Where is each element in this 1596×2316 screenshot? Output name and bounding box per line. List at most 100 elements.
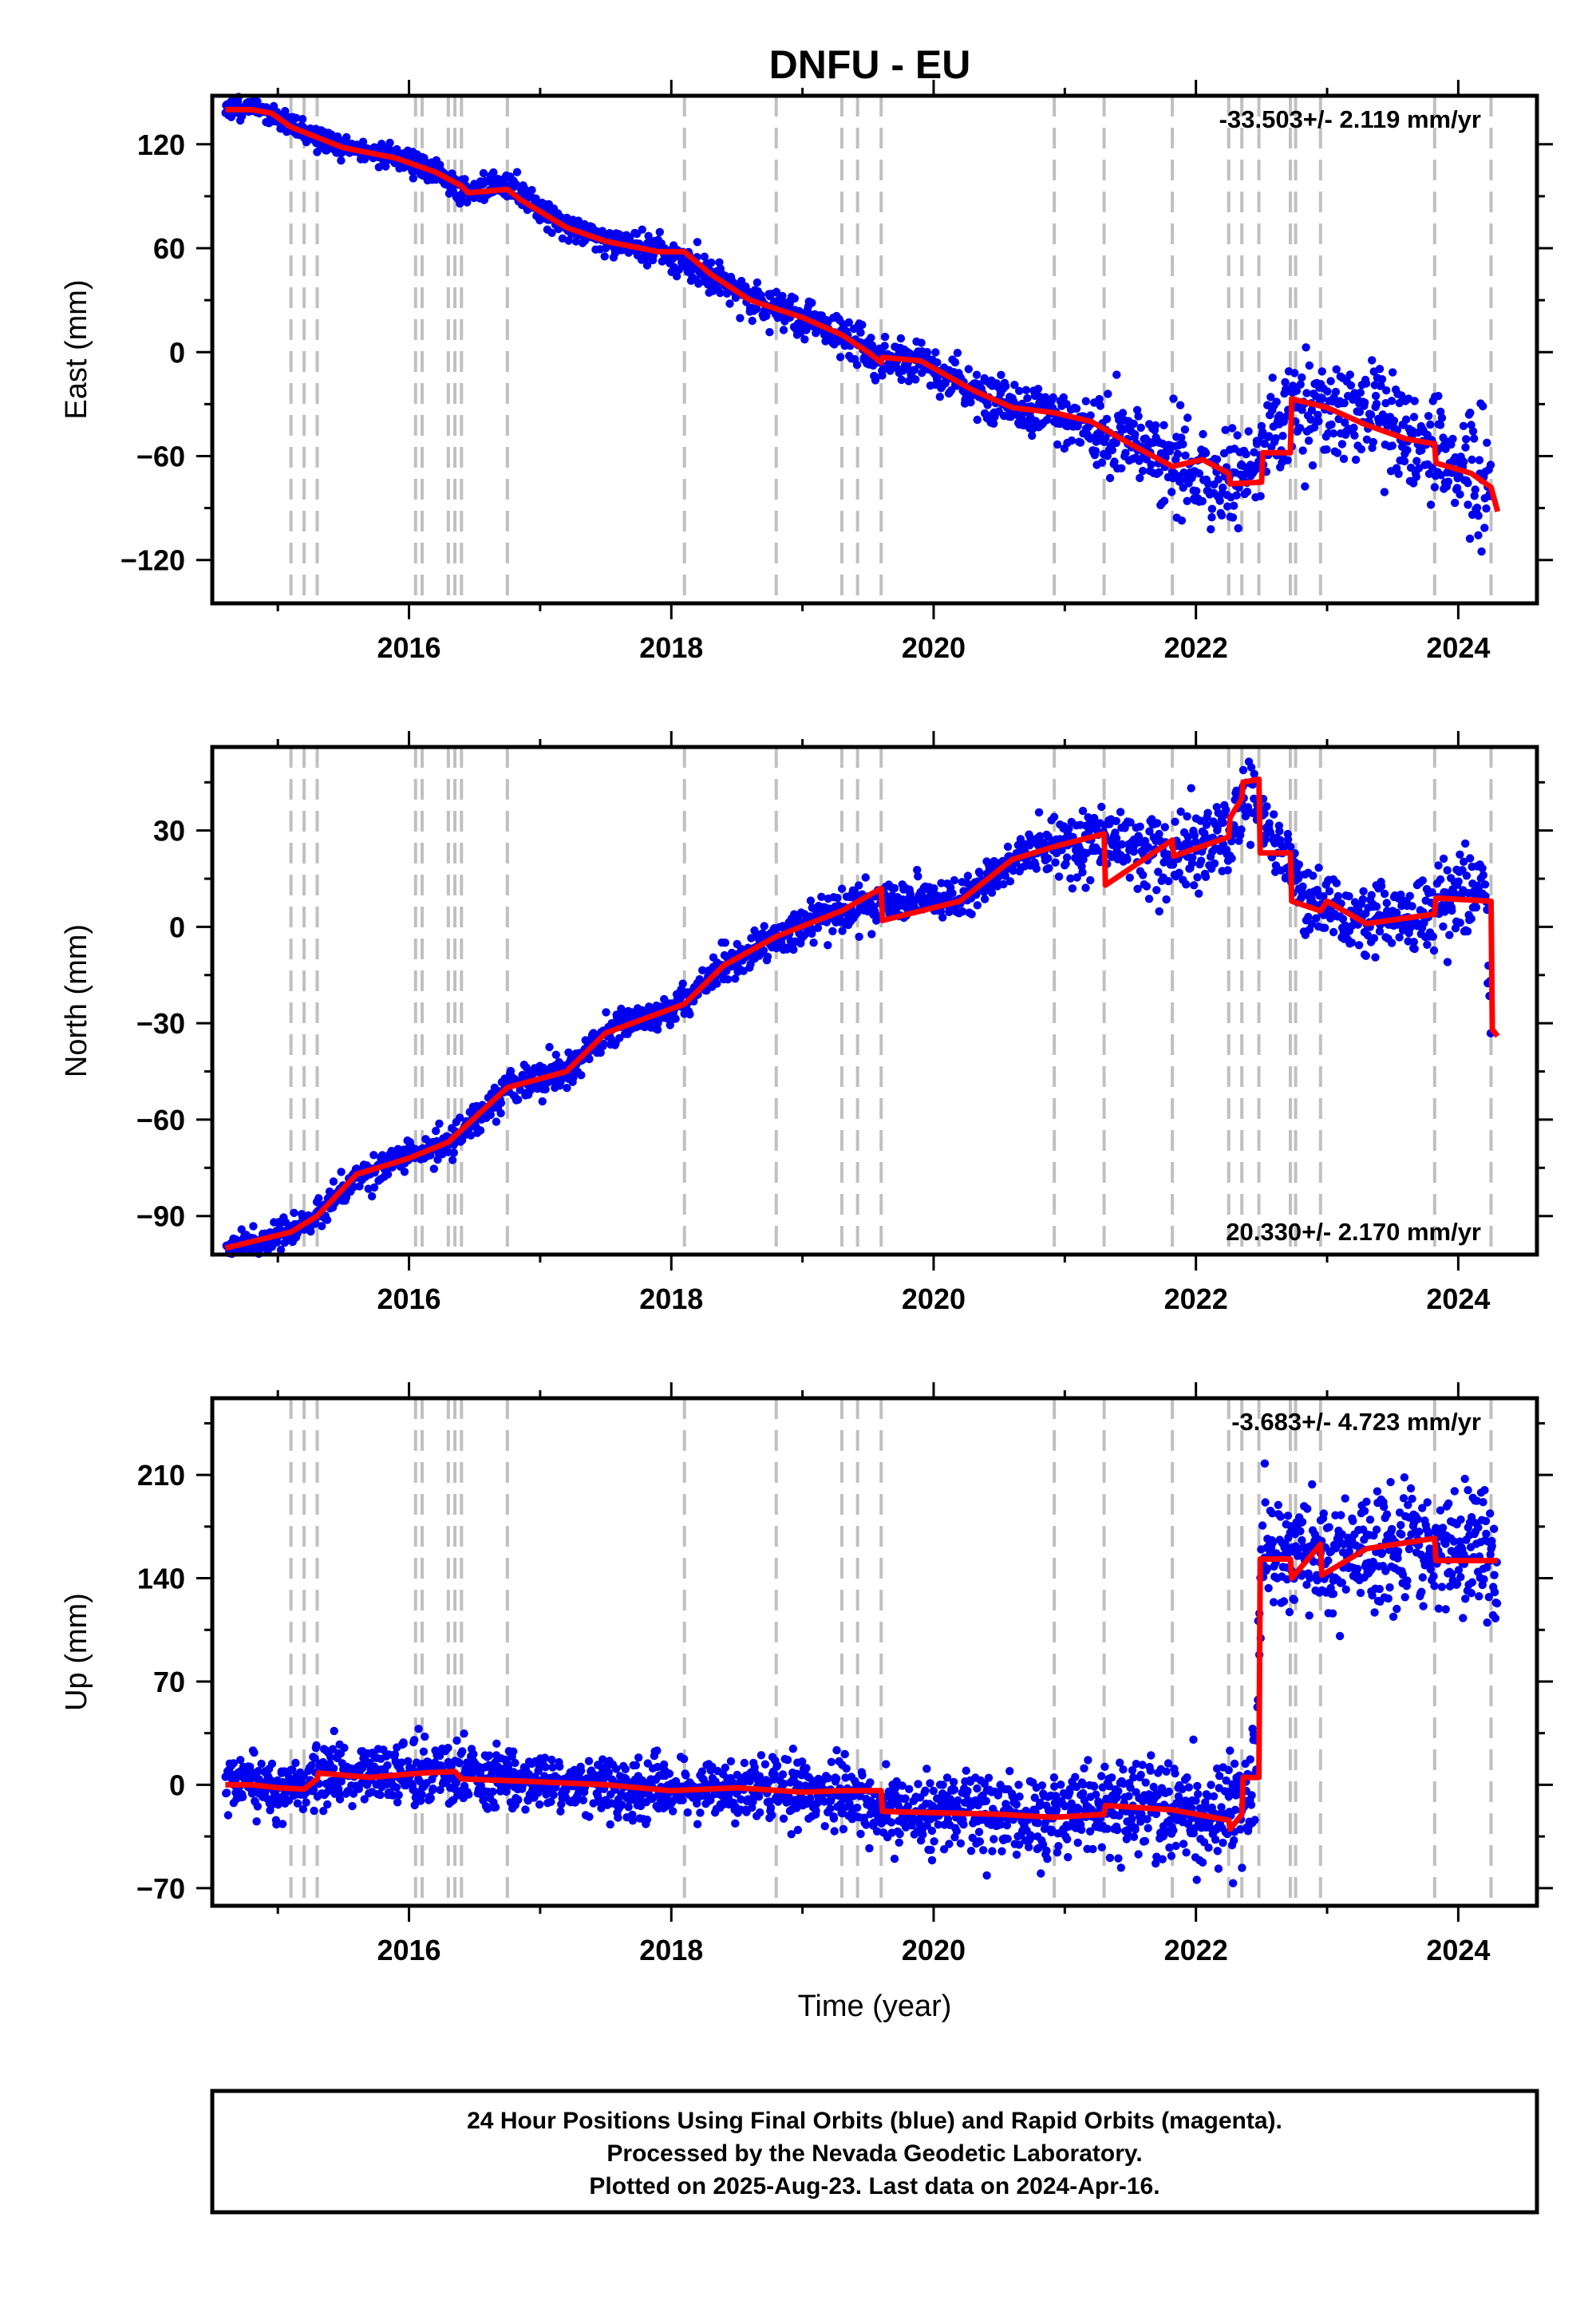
xtick-label-north: 2022 — [1164, 1282, 1228, 1315]
data-point-east — [1228, 424, 1237, 433]
data-point-north — [1034, 808, 1044, 817]
data-point-east — [931, 348, 940, 357]
data-point-east — [1207, 525, 1215, 534]
data-point-north — [1223, 866, 1232, 875]
data-point-east — [337, 156, 346, 165]
data-point-north — [322, 1215, 332, 1224]
data-point-north — [538, 1097, 547, 1106]
data-point-north — [1332, 879, 1341, 887]
data-point-east — [342, 132, 351, 142]
data-point-east — [1242, 450, 1250, 459]
data-point-east — [1483, 438, 1491, 447]
data-point-up — [393, 1798, 402, 1807]
data-point-east — [911, 375, 920, 384]
data-point-east — [753, 278, 762, 287]
data-point-east — [1380, 488, 1389, 496]
data-point-east — [880, 332, 890, 342]
data-point-north — [369, 1151, 378, 1160]
data-point-north — [1480, 880, 1490, 889]
data-point-east — [1228, 513, 1238, 522]
data-point-up — [679, 1754, 689, 1764]
data-point-up — [257, 1759, 266, 1769]
data-point-north — [1201, 872, 1211, 882]
data-point-north — [1222, 805, 1231, 814]
data-point-north — [1062, 853, 1072, 862]
data-point-up — [392, 1783, 401, 1792]
data-point-east — [1010, 381, 1019, 389]
data-point-east — [531, 194, 540, 203]
data-point-east — [460, 175, 469, 184]
data-point-east — [1033, 385, 1043, 393]
data-point-north — [492, 1117, 501, 1126]
data-point-north — [950, 875, 959, 885]
xtick-label-north: 2024 — [1426, 1282, 1490, 1315]
data-point-up — [669, 1807, 678, 1816]
data-point-east — [935, 393, 945, 401]
data-point-up — [772, 1761, 782, 1770]
data-point-up — [535, 1800, 544, 1809]
data-point-north — [1153, 819, 1162, 828]
data-point-north — [1467, 915, 1476, 923]
data-point-north — [1246, 840, 1255, 849]
data-point-north — [833, 894, 842, 903]
data-point-east — [1192, 487, 1201, 496]
data-point-east — [973, 415, 982, 425]
data-point-east — [867, 334, 875, 342]
data-point-north — [1123, 855, 1132, 864]
data-point-north — [1358, 895, 1368, 904]
data-point-east — [897, 375, 906, 385]
data-point-up — [348, 1801, 357, 1811]
data-point-north — [290, 1208, 298, 1218]
xtick-label-north: 2018 — [639, 1282, 703, 1315]
data-point-east — [1444, 477, 1453, 486]
data-point-up — [862, 1820, 871, 1829]
data-point-east — [990, 419, 998, 428]
data-point-up — [826, 1804, 835, 1813]
data-point-north — [1463, 927, 1472, 936]
data-point-north — [435, 1119, 444, 1128]
data-point-east — [762, 311, 771, 320]
data-point-north — [1049, 812, 1059, 821]
data-point-north — [1187, 784, 1195, 792]
data-point-north — [1448, 906, 1456, 915]
data-point-north — [855, 932, 863, 942]
data-point-north — [249, 1222, 258, 1231]
data-point-north — [383, 1170, 393, 1179]
data-point-east — [953, 349, 962, 358]
data-point-up — [222, 1788, 231, 1797]
data-point-east — [1332, 365, 1341, 373]
data-point-up — [514, 1796, 523, 1804]
data-point-up — [464, 1790, 473, 1799]
data-point-up — [606, 1820, 614, 1829]
data-point-up — [918, 1830, 927, 1839]
data-point-east — [736, 314, 745, 322]
data-point-east — [1138, 466, 1148, 476]
data-point-north — [973, 901, 982, 910]
data-point-east — [1268, 373, 1277, 382]
data-point-north — [1472, 903, 1481, 912]
data-point-east — [922, 348, 932, 357]
data-point-east — [1131, 430, 1140, 439]
data-point-east — [1436, 421, 1445, 429]
data-point-up — [511, 1758, 519, 1768]
data-point-east — [1477, 547, 1486, 556]
data-point-north — [1078, 806, 1088, 816]
data-point-north — [914, 871, 922, 881]
data-point-east — [896, 334, 906, 343]
data-point-up — [683, 1808, 692, 1817]
ytick-label-north: −90 — [136, 1200, 185, 1233]
data-point-east — [1199, 429, 1207, 439]
data-point-east — [880, 342, 889, 350]
data-point-north — [1479, 871, 1488, 879]
data-point-up — [840, 1749, 850, 1759]
data-point-east — [1134, 412, 1143, 421]
data-point-north — [1405, 891, 1415, 900]
data-point-up — [579, 1796, 588, 1804]
data-point-north — [563, 1084, 571, 1093]
data-point-east — [1159, 421, 1168, 429]
data-point-up — [278, 1820, 287, 1828]
data-point-east — [642, 261, 652, 270]
